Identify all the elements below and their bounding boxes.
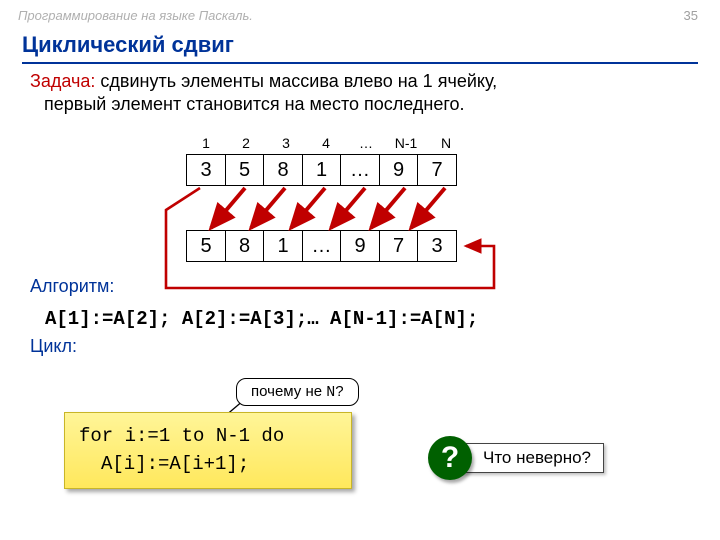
code-line-1: for i:=1 to N-1 do	[79, 423, 337, 451]
index: …	[346, 135, 386, 151]
cell: …	[340, 154, 380, 186]
question-mark-icon: ?	[428, 436, 472, 480]
cell: 9	[379, 154, 419, 186]
cell: 8	[225, 230, 265, 262]
index: 4	[306, 135, 346, 151]
cell: …	[302, 230, 342, 262]
algorithm-code: A[1]:=A[2]; A[2]:=A[3];… A[N-1]:=A[N];	[45, 308, 478, 330]
callout-bubble: почему не N?	[236, 378, 359, 406]
page-title: Циклический сдвиг	[22, 32, 234, 58]
cell: 5	[225, 154, 265, 186]
page-number: 35	[684, 8, 698, 23]
cell: 1	[302, 154, 342, 186]
title-rule	[22, 62, 698, 64]
index: N-1	[386, 135, 426, 151]
task-label: Задача:	[30, 71, 95, 91]
cycle-label: Цикл:	[30, 336, 77, 357]
algorithm-label: Алгоритм:	[30, 276, 114, 297]
callout-suffix: ?	[335, 383, 343, 400]
cell: 7	[417, 154, 457, 186]
array-row-after: 5 8 1 … 9 7 3	[186, 230, 457, 262]
array-row-before: 3 5 8 1 … 9 7	[186, 154, 457, 186]
cell: 8	[263, 154, 303, 186]
cell: 7	[379, 230, 419, 262]
index: N	[426, 135, 466, 151]
cell: 5	[186, 230, 226, 262]
index: 1	[186, 135, 226, 151]
task-text: Задача: сдвинуть элементы массива влево …	[30, 70, 690, 117]
cell: 3	[186, 154, 226, 186]
index: 2	[226, 135, 266, 151]
index: 3	[266, 135, 306, 151]
array-indices: 1234…N-1N	[186, 135, 466, 151]
breadcrumb: Программирование на языке Паскаль.	[18, 8, 253, 23]
task-line1: сдвинуть элементы массива влево на 1 яче…	[95, 71, 497, 91]
cell: 3	[417, 230, 457, 262]
callout-mono: N	[326, 384, 335, 401]
cell: 1	[263, 230, 303, 262]
cell: 9	[340, 230, 380, 262]
callout-prefix: почему не	[251, 383, 326, 400]
code-box: for i:=1 to N-1 do A[i]:=A[i+1];	[64, 412, 352, 489]
task-line2: первый элемент становится на место после…	[30, 93, 690, 116]
question-box: Что неверно?	[460, 443, 604, 473]
code-line-2: A[i]:=A[i+1];	[79, 451, 337, 479]
